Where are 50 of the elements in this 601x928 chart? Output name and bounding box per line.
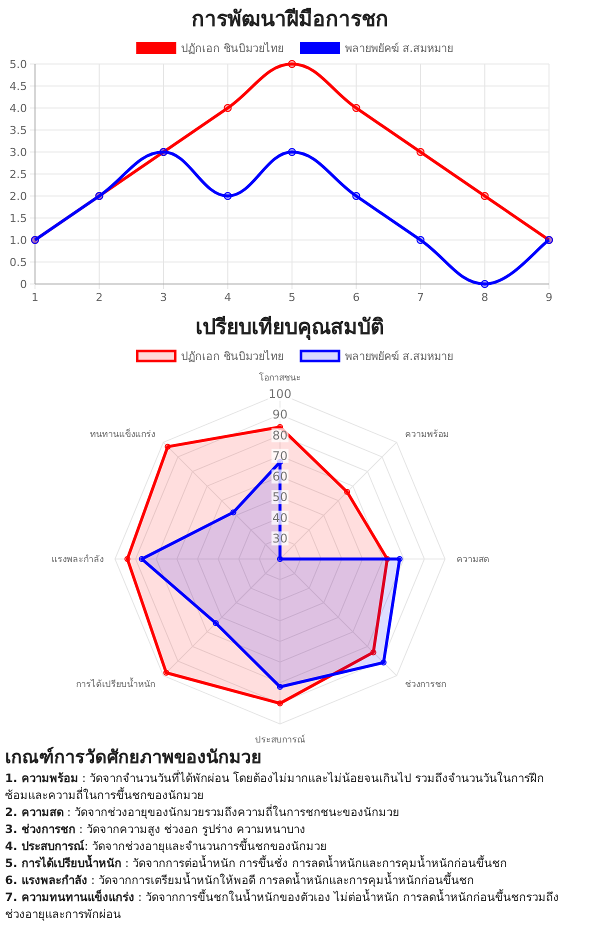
y-tick-label: 100 bbox=[268, 387, 292, 401]
y-tick-label: 3.5 bbox=[10, 124, 27, 137]
x-tick-label: 2 bbox=[96, 291, 103, 304]
spoke-label: โอกาสชนะ bbox=[259, 372, 301, 384]
text: 2. ความสด : วัดจากช่วงอายุของนักมวยรวมถึงความถี่ในการชกชนะของนักมวย bbox=[4, 804, 401, 821]
text: 5. การได้เปรียบน้ำหนัก : วัดจากการต่อน้ำหนัก การขึ้นชั่ง การลดน้ำหนักและการคุมน้ำหนักก่อนขึ้นชก bbox=[4, 855, 508, 872]
legend-label: ปฏักเอก ชินบิมวยไทย bbox=[181, 350, 284, 363]
y-tick-label: 90 bbox=[272, 408, 288, 422]
spoke-label: ช่วงการชก bbox=[404, 680, 446, 690]
spoke-label: แรงพละกำลัง bbox=[51, 554, 104, 565]
y-tick-label: 4.0 bbox=[10, 102, 27, 115]
y-tick-label: 60 bbox=[272, 470, 288, 484]
legend-label: พลายพยัคฆ์ ส.สมหมาย bbox=[345, 350, 453, 363]
spoke-label: การได้เปรียบน้ำหนัก bbox=[76, 676, 156, 690]
y-tick-label: 3.0 bbox=[10, 146, 27, 159]
text: 4. ประสบการณ์: วัดจากช่วงอายุและจำนวนการขึ้นชกของนักมวย bbox=[4, 838, 328, 854]
y-tick-label: 30 bbox=[272, 531, 288, 546]
y-tick-label: 2.0 bbox=[10, 190, 27, 203]
x-tick-label: 8 bbox=[481, 291, 488, 304]
y-tick-label: 0 bbox=[20, 278, 27, 291]
spoke-label: ความสด bbox=[456, 555, 490, 565]
y-tick-label: 1.5 bbox=[10, 212, 27, 225]
chart-title: เปรียบเทียบคุณสมบัติ bbox=[196, 315, 384, 341]
spoke-label: ความพร้อม bbox=[404, 429, 449, 440]
x-tick-label: 1 bbox=[32, 291, 38, 304]
legend-label: ปฏักเอก ชินบิมวยไทย bbox=[181, 42, 284, 55]
chart-title: การพัฒนาฝีมือการชก bbox=[192, 7, 388, 31]
y-tick-label: 2.5 bbox=[10, 168, 27, 181]
y-tick-label: 50 bbox=[272, 490, 288, 504]
y-tick-label: 0.5 bbox=[10, 256, 27, 269]
x-tick-label: 4 bbox=[224, 291, 232, 304]
y-tick-label: 1.0 bbox=[10, 234, 27, 247]
text: 3. ช่วงการชก : วัดจากความสูง ช่วงอก รูปร่าง ความหนาบาง bbox=[4, 821, 307, 838]
spoke-label: ทนทานแข็งแกร่ง bbox=[90, 427, 156, 440]
text: 1. ความพร้อม : วัดจากจำนวนวันที่ได้พักผ่อน โดยต้องไม่มากและไม่น้อยจนเกินไป รวมถึงจำนวนวันในการฝึกซ้อมและความถี่ในการขึ้นชกของนักมวย bbox=[4, 770, 545, 804]
text: 7. ความทนทานแข็งแกร่ง : วัดจากการขึ้นชกในน้ำหนักของตัวเอง ไม่ต่อน้ำหนัก การลดน้ำหนักก่อนขึ้นชกรวมถึงช่วงอายุและการพักผ่อน bbox=[5, 890, 559, 921]
x-tick-label: 6 bbox=[352, 291, 360, 304]
y-tick-label: 40 bbox=[272, 510, 288, 525]
y-tick-label: 70 bbox=[272, 448, 288, 463]
x-tick-label: 7 bbox=[417, 291, 424, 304]
x-tick-label: 9 bbox=[546, 291, 552, 304]
text: เกณฑ์การวัดศักยภาพของนักมวย bbox=[4, 746, 263, 770]
legend-label: พลายพยัคฆ์ ส.สมหมาย bbox=[345, 42, 453, 55]
spoke-label: ประสบการณ์ bbox=[255, 734, 305, 746]
x-tick-label: 5 bbox=[288, 291, 296, 304]
text: 6. แรงพละกำลัง : วัดจากการเตรียมน้ำหนักให้พอดี การลดน้ำหนักและการคุมน้ำหนักก่อนขึ้นชก bbox=[4, 872, 476, 889]
y-tick-label: 80 bbox=[272, 428, 288, 442]
y-tick-label: 4.5 bbox=[10, 80, 27, 93]
x-tick-label: 3 bbox=[160, 291, 167, 304]
y-tick-label: 5.0 bbox=[10, 58, 27, 71]
